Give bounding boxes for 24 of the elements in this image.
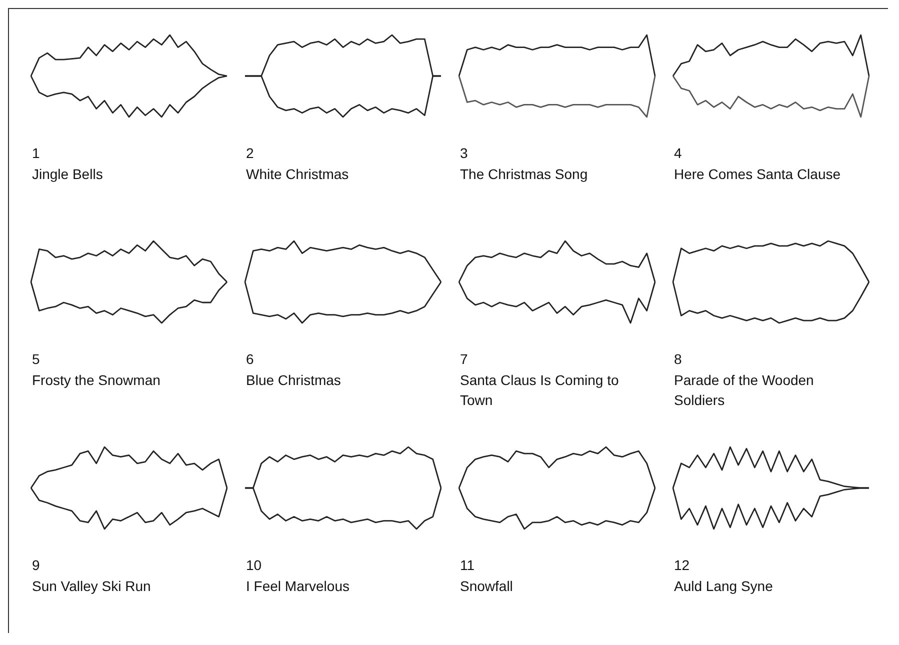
text: 1: [32, 145, 40, 161]
text: 3: [460, 145, 468, 161]
text: Blue Christmas: [246, 372, 341, 388]
text: I Feel Marvelous: [246, 578, 350, 594]
text: 12: [674, 557, 690, 573]
text: Jingle Bells: [32, 166, 103, 182]
text: 5: [32, 351, 40, 367]
text: Santa Claus Is Coming to Town: [460, 372, 623, 408]
text: Auld Lang Syne: [674, 578, 774, 594]
text: 9: [32, 557, 40, 573]
text: 4: [674, 145, 682, 161]
text: 8: [674, 351, 682, 367]
text: The Christmas Song: [460, 166, 588, 182]
text: 11: [460, 557, 475, 573]
text: 7: [460, 351, 468, 367]
text: Sun Valley Ski Run: [32, 578, 151, 594]
text: Parade of the Wooden Soldiers: [674, 372, 818, 408]
text: 10: [246, 557, 262, 573]
text: 2: [246, 145, 254, 161]
text: Here Comes Santa Clause: [674, 166, 841, 182]
text: Frosty the Snowman: [32, 372, 160, 388]
text: White Christmas: [246, 166, 349, 182]
text: Snowfall: [460, 578, 513, 594]
text: 6: [246, 351, 254, 367]
